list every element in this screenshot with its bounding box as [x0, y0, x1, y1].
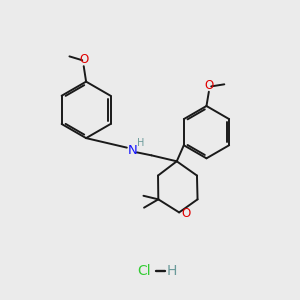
Text: H: H	[137, 139, 145, 148]
Text: N: N	[127, 143, 137, 157]
Text: Cl: Cl	[137, 264, 151, 278]
Text: O: O	[205, 79, 214, 92]
Text: H: H	[167, 264, 178, 278]
Text: O: O	[181, 207, 190, 220]
Text: O: O	[79, 53, 88, 66]
